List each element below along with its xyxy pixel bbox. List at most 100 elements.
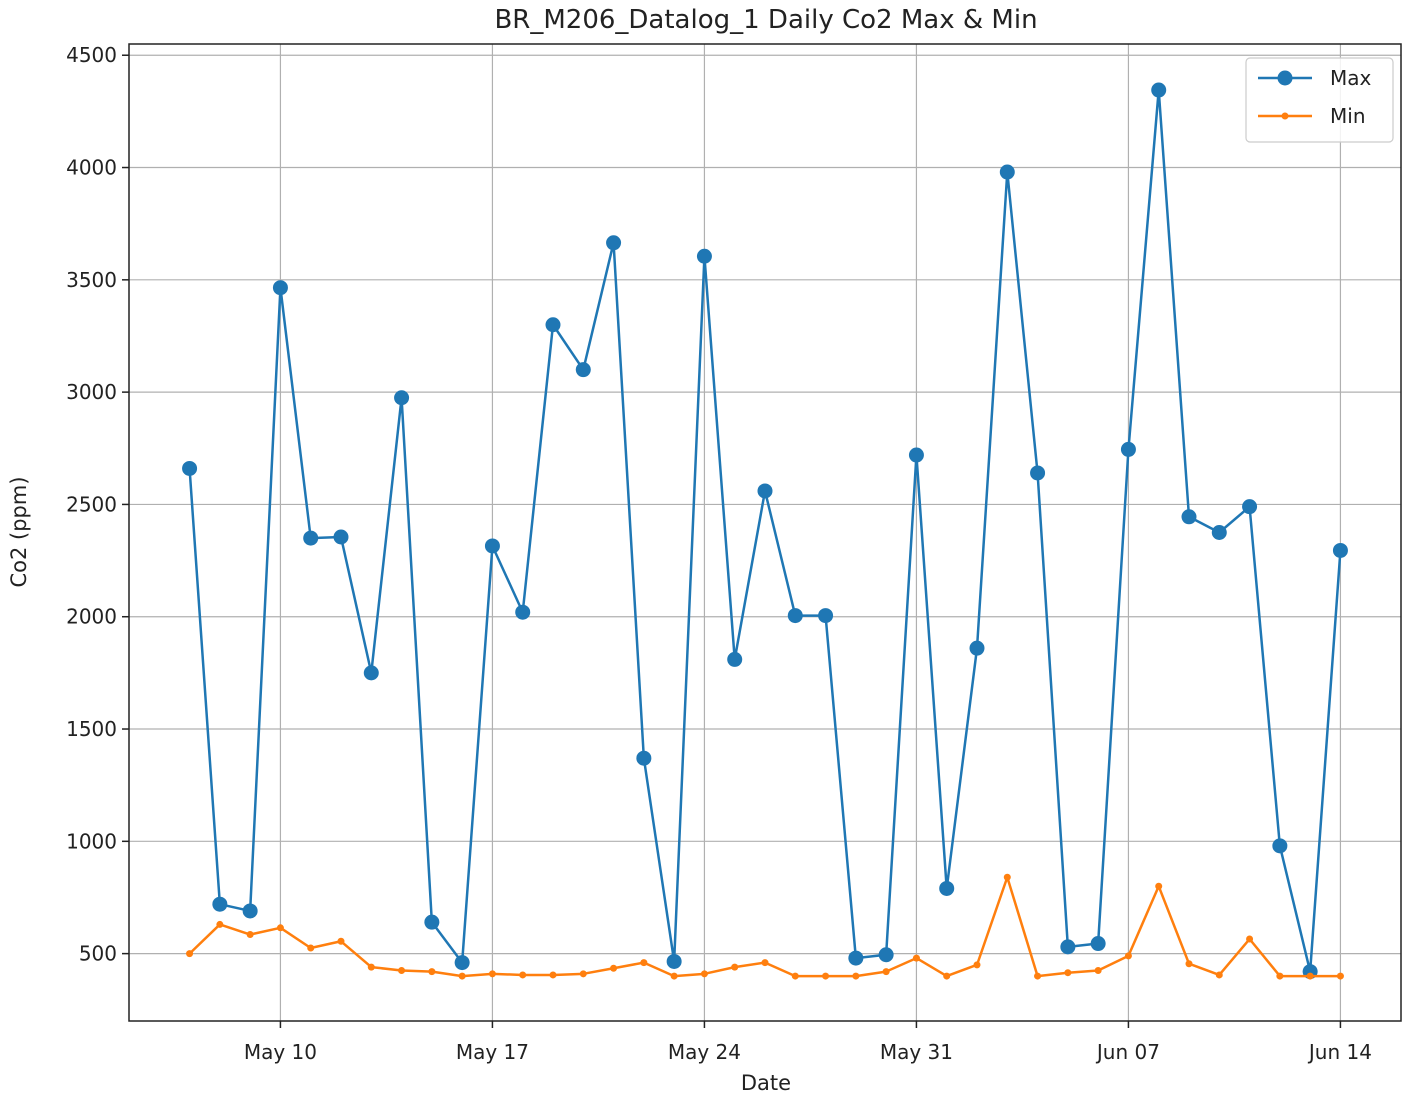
legend-max-label: Max xyxy=(1330,66,1372,90)
x-tick-label: Jun 07 xyxy=(1095,1040,1160,1064)
max-data-point xyxy=(1272,838,1288,854)
min-data-point xyxy=(610,964,618,972)
max-data-point xyxy=(1181,509,1197,525)
min-data-point xyxy=(761,959,769,967)
min-data-point xyxy=(852,972,860,980)
x-tick-label: May 31 xyxy=(880,1040,953,1064)
chart-title: BR_M206_Datalog_1 Daily Co2 Max & Min xyxy=(494,5,1037,35)
plot-frame xyxy=(128,43,1402,1022)
max-data-point xyxy=(1060,939,1076,955)
min-data-point xyxy=(1215,971,1223,979)
min-data-point xyxy=(579,970,587,978)
max-data-point xyxy=(424,914,440,930)
min-data-point xyxy=(1034,972,1042,980)
max-data-point xyxy=(394,390,410,406)
max-data-point xyxy=(999,164,1015,180)
max-data-point xyxy=(727,651,743,667)
y-tick-label: 3000 xyxy=(66,380,117,404)
min-data-point xyxy=(882,968,890,976)
max-data-point xyxy=(454,955,470,971)
max-data-point xyxy=(787,608,803,624)
max-data-point xyxy=(636,750,652,766)
series-layer xyxy=(182,82,1348,980)
y-tick-label: 500 xyxy=(79,942,117,966)
min-data-point xyxy=(276,924,284,932)
min-data-point xyxy=(1306,972,1314,980)
max-data-point xyxy=(908,447,924,463)
min-data-point xyxy=(367,963,375,971)
min-data-point xyxy=(640,959,648,967)
min-data-point xyxy=(1064,969,1072,977)
max-data-point xyxy=(606,235,622,251)
y-tick-label: 2000 xyxy=(66,605,117,629)
min-data-point xyxy=(973,961,981,969)
series-min xyxy=(186,873,1344,980)
max-data-point xyxy=(1090,936,1106,952)
max-data-point xyxy=(333,529,349,545)
min-data-point xyxy=(307,944,315,952)
min-data-point xyxy=(519,971,527,979)
min-data-point xyxy=(1124,952,1132,960)
min-data-point xyxy=(488,970,496,978)
max-data-point xyxy=(878,947,894,963)
max-data-point xyxy=(939,880,955,896)
min-data-point xyxy=(912,954,920,962)
max-data-point xyxy=(1151,82,1167,98)
min-data-point xyxy=(186,950,194,958)
x-tick-label: May 17 xyxy=(456,1040,529,1064)
min-data-point xyxy=(1336,972,1344,980)
min-data-point xyxy=(1185,960,1193,968)
y-tick-label: 3500 xyxy=(66,268,117,292)
min-data-point xyxy=(216,920,224,928)
max-data-point xyxy=(969,640,985,656)
min-data-point xyxy=(398,966,406,974)
min-data-point xyxy=(549,971,557,979)
min-data-point xyxy=(943,972,951,980)
max-data-point xyxy=(1030,465,1046,481)
min-data-point xyxy=(337,937,345,945)
min-data-point xyxy=(1094,966,1102,974)
max-data-point xyxy=(666,953,682,969)
max-data-point xyxy=(484,538,500,554)
max-data-point xyxy=(575,362,591,378)
y-tick-label: 2500 xyxy=(66,492,117,516)
max-data-point xyxy=(363,665,379,681)
max-data-point xyxy=(212,896,228,912)
y-tick-label: 4500 xyxy=(66,43,117,67)
min-data-point xyxy=(1276,972,1284,980)
axis-ticks: 500 1000 1500 2000 2500 3000 3500 4000 4500 May 1… xyxy=(66,43,1372,1064)
legend-min-marker xyxy=(1281,112,1289,120)
y-axis-label: Co2 (ppm) xyxy=(7,476,31,587)
max-data-point xyxy=(818,608,834,624)
x-tick-label: May 10 xyxy=(244,1040,317,1064)
min-data-point xyxy=(428,968,436,976)
min-data-point xyxy=(731,963,739,971)
x-axis-label: Date xyxy=(741,1071,791,1095)
x-tick-label: Jun 14 xyxy=(1307,1040,1372,1064)
y-tick-label: 4000 xyxy=(66,156,117,180)
max-data-point xyxy=(545,317,561,333)
legend-max-marker xyxy=(1277,70,1293,86)
min-data-point xyxy=(700,970,708,978)
min-data-point xyxy=(458,972,466,980)
max-data-point xyxy=(1242,499,1258,515)
legend-min-label: Min xyxy=(1330,104,1366,128)
max-data-point xyxy=(1332,542,1348,558)
max-data-point xyxy=(272,280,288,296)
max-data-point xyxy=(242,903,258,919)
max-series-line xyxy=(188,88,1342,973)
max-data-point xyxy=(848,950,864,966)
min-data-point xyxy=(1155,882,1163,890)
max-data-point xyxy=(303,530,319,546)
min-data-point xyxy=(822,972,830,980)
min-data-point xyxy=(791,972,799,980)
x-tick-label: May 24 xyxy=(668,1040,741,1064)
series-max xyxy=(182,82,1348,980)
max-data-point xyxy=(515,604,531,620)
legend: Max Min xyxy=(1245,57,1394,143)
y-tick-label: 1500 xyxy=(66,717,117,741)
max-data-point xyxy=(1211,525,1227,540)
min-data-point xyxy=(246,931,254,939)
max-data-point xyxy=(1120,441,1136,457)
